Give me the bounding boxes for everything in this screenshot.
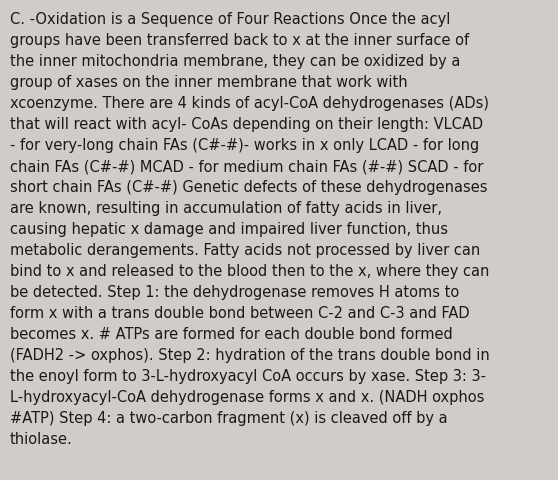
Text: C. -Oxidation is a Sequence of Four Reactions Once the acyl
groups have been tra: C. -Oxidation is a Sequence of Four Reac… — [10, 12, 490, 446]
